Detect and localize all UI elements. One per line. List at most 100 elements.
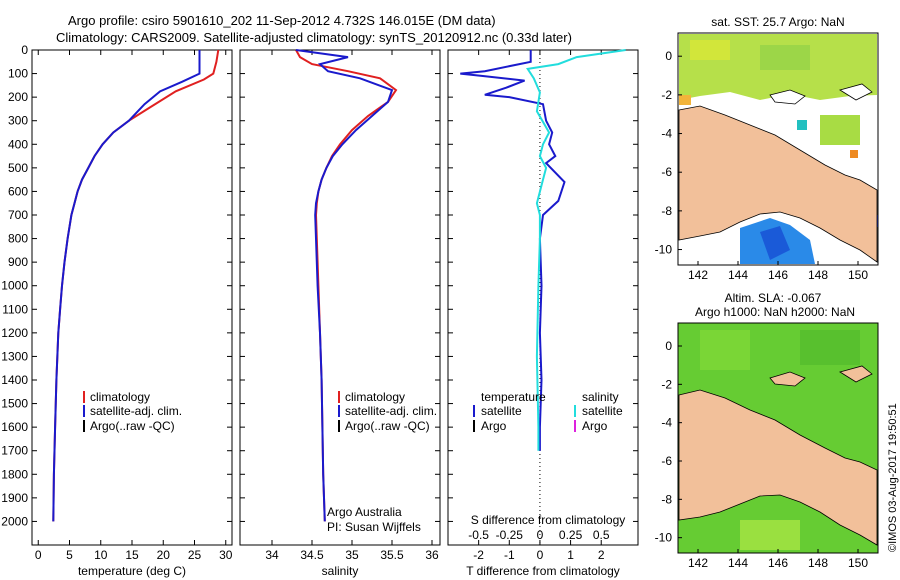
y-tick-label: 500: [8, 161, 28, 175]
y-tick-label: 700: [8, 208, 28, 222]
legend-label-argo: Argo(..raw -QC): [345, 419, 430, 433]
map-y-tick-label: 0: [665, 339, 672, 353]
y-tick-label: 1800: [1, 467, 28, 481]
x-tick-label: 15: [125, 548, 139, 562]
s-tick-label: -0.5: [468, 528, 489, 542]
salinity-xlabel: salinity: [322, 564, 359, 578]
map-x-tick-label: 148: [808, 268, 828, 282]
map-y-tick-label: -2: [661, 377, 672, 391]
y-tick-label: 800: [8, 232, 28, 246]
sst-field-patch: [760, 45, 810, 70]
sst-field-patch: [850, 150, 858, 158]
x-tick-label: 0: [35, 548, 42, 562]
sla-map-title-1: Altim. SLA: -0.067: [725, 291, 822, 305]
y-tick-label: 1700: [1, 444, 28, 458]
difference-xlabel: T difference from climatology: [466, 564, 620, 578]
series-line-satellite-adj-clim-: [52, 50, 201, 522]
y-tick-label: 2000: [1, 514, 28, 528]
map-y-tick-label: -10: [655, 531, 673, 545]
y-tick-label: 1300: [1, 349, 28, 363]
map-y-tick-label: -8: [661, 492, 672, 506]
map-x-tick-label: 144: [728, 268, 748, 282]
sla-field-patch: [700, 330, 750, 370]
credit-pi: PI: Susan Wijffels: [327, 520, 421, 534]
sla-land-island: [769, 371, 806, 387]
temperature-panel-frame: [31, 49, 233, 546]
difference-top-label: S difference from climatology: [471, 513, 626, 527]
sla-land-island: [839, 365, 873, 383]
y-tick-label: 300: [8, 114, 28, 128]
salinity-legend: climatology satellite-adj. clim. Argo(..…: [327, 390, 437, 534]
map-y-tick-label: -6: [661, 165, 672, 179]
legend-title-temperature: temperature: [481, 390, 546, 404]
sla-map-axes: 142 144 146 148 150 0 -2 -4 -6 -8 -10: [655, 339, 869, 570]
y-tick-label: 1500: [1, 397, 28, 411]
map-x-tick-label: 150: [848, 268, 868, 282]
profile-curves: [52, 49, 626, 522]
sst-field-patch: [679, 95, 691, 105]
x-tick-label: 5: [66, 548, 73, 562]
map-x-tick-label: 142: [688, 268, 708, 282]
x-tick-label: 36: [425, 548, 439, 562]
map-x-tick-label: 148: [808, 556, 828, 570]
sst-map-title: sat. SST: 25.7 Argo: NaN: [711, 15, 844, 29]
map-x-tick-label: 142: [688, 556, 708, 570]
x-tick-label: 2: [598, 548, 605, 562]
legend-label-t-argo: Argo: [481, 419, 507, 433]
y-tick-label: 1600: [1, 420, 28, 434]
x-tick-label: 34.5: [300, 548, 324, 562]
legend-label-satellite: satellite-adj. clim.: [90, 404, 182, 418]
x-tick-label: 20: [157, 548, 171, 562]
sst-cold-patch: [760, 226, 790, 260]
map-y-tick-label: 0: [665, 49, 672, 63]
map-x-tick-label: 146: [768, 268, 788, 282]
map-x-tick-label: 144: [728, 556, 748, 570]
sst-land: [678, 105, 878, 263]
legend-label-s-satellite: satellite: [582, 404, 623, 418]
s-tick-label: 0.25: [559, 528, 583, 542]
x-tick-label: -2: [473, 548, 484, 562]
y-tick-label: 1100: [2, 302, 28, 316]
salinity-axis: 34 34.5 35 35.5 36: [240, 49, 440, 562]
legend-label-satellite: satellite-adj. clim.: [345, 404, 437, 418]
legend-title-salinity: salinity: [582, 390, 619, 404]
footer-credit: ©IMOS 03-Aug-2017 19:50:51: [887, 403, 899, 552]
sla-field-patch: [740, 520, 800, 550]
sla-field-patch: [800, 330, 860, 365]
map-y-tick-label: -10: [655, 243, 673, 257]
sla-land: [678, 389, 878, 546]
y-tick-label: 0: [21, 43, 28, 57]
x-tick-label: 34: [265, 548, 279, 562]
sst-map-axes: 142 144 146 148 150 0 -2 -4 -6 -8 -10: [655, 49, 869, 282]
legend-label-climatology: climatology: [345, 390, 405, 404]
difference-legend: temperature satellite Argo salinity sate…: [473, 390, 623, 433]
map-x-tick-label: 150: [848, 556, 868, 570]
sst-map: [677, 32, 879, 266]
y-tick-label: 200: [8, 90, 28, 104]
series-line-salinity-satellite: [526, 49, 626, 451]
legend-label-s-argo: Argo: [582, 419, 608, 433]
x-tick-label: 10: [94, 548, 108, 562]
y-tick-label: 100: [8, 67, 28, 81]
sst-field-patch: [820, 115, 860, 145]
x-tick-label: 0: [537, 548, 544, 562]
x-tick-label: 30: [219, 548, 233, 562]
legend-label-climatology: climatology: [90, 390, 150, 404]
sst-land-island: [839, 83, 873, 101]
y-tick-label: 1200: [1, 326, 28, 340]
x-tick-label: 25: [188, 548, 202, 562]
sla-map: [677, 322, 879, 554]
difference-panel-frame: [447, 49, 639, 546]
sla-map-title-2: Argo h1000: NaN h2000: NaN: [695, 305, 855, 319]
legend-label-t-satellite: satellite: [481, 404, 522, 418]
y-tick-label: 1900: [1, 491, 28, 505]
legend-label-argo: Argo(..raw -QC): [90, 419, 175, 433]
series-line-temperature-satellite: [460, 50, 566, 451]
sst-land-island: [769, 89, 806, 105]
map-y-tick-label: -4: [661, 127, 672, 141]
s-tick-label: 0.5: [593, 528, 610, 542]
series-line-satellite-adj-clim-: [295, 49, 394, 522]
s-tick-label: -0.25: [496, 528, 524, 542]
temperature-xlabel: temperature (deg C): [78, 564, 186, 578]
